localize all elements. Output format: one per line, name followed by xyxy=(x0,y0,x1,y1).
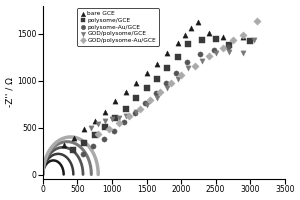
bare GCE xyxy=(182,33,187,36)
polysome-Au/GCE xyxy=(81,152,85,155)
GOD/polysome-Au/GCE xyxy=(116,121,121,124)
bare GCE xyxy=(196,20,201,23)
GOD/polysome-Au/GCE xyxy=(148,99,152,102)
GOD/polysome/GCE xyxy=(103,119,107,123)
GOD/polysome-Au/GCE xyxy=(137,107,142,110)
polysome-Au/GCE xyxy=(212,48,217,51)
polysome/GCE xyxy=(175,56,180,59)
polysome-Au/GCE xyxy=(91,145,96,148)
Y-axis label: -Z'' / Ω: -Z'' / Ω xyxy=(6,77,15,107)
bare GCE xyxy=(175,41,180,45)
Legend: bare GCE, polysome/GCE, polysome-Au/GCE, GOD/polysome/GCE, GOD/polysome-Au/GCE: bare GCE, polysome/GCE, polysome-Au/GCE,… xyxy=(77,8,159,46)
bare GCE xyxy=(220,35,225,38)
GOD/polysome/GCE xyxy=(241,52,246,55)
polysome-Au/GCE xyxy=(164,81,168,84)
bare GCE xyxy=(92,119,97,123)
polysome/GCE xyxy=(123,107,128,110)
bare GCE xyxy=(72,136,76,139)
GOD/polysome/GCE xyxy=(213,52,218,55)
GOD/polysome/GCE xyxy=(200,59,204,63)
GOD/polysome/GCE xyxy=(110,118,114,121)
polysome-Au/GCE xyxy=(184,60,189,63)
GOD/polysome-Au/GCE xyxy=(127,115,132,118)
polysome-Au/GCE xyxy=(226,45,230,48)
GOD/polysome-Au/GCE xyxy=(255,19,260,22)
GOD/polysome-Au/GCE xyxy=(220,46,225,49)
bare GCE xyxy=(103,110,107,113)
GOD/polysome/GCE xyxy=(154,96,159,99)
polysome/GCE xyxy=(154,77,159,80)
GOD/polysome/GCE xyxy=(144,103,149,107)
polysome-Au/GCE xyxy=(153,91,158,94)
GOD/polysome-Au/GCE xyxy=(158,90,163,94)
GOD/polysome/GCE xyxy=(227,50,232,53)
bare GCE xyxy=(144,72,149,75)
polysome-Au/GCE xyxy=(132,111,137,114)
GOD/polysome-Au/GCE xyxy=(168,82,173,85)
polysome-Au/GCE xyxy=(143,102,148,105)
GOD/polysome/GCE xyxy=(251,39,256,42)
GOD/polysome-Au/GCE xyxy=(206,55,211,58)
GOD/polysome/GCE xyxy=(116,117,121,120)
GOD/polysome-Au/GCE xyxy=(241,33,246,36)
polysome/GCE xyxy=(82,141,87,144)
bare GCE xyxy=(165,52,170,55)
bare GCE xyxy=(206,31,211,34)
GOD/polysome/GCE xyxy=(89,126,94,129)
polysome-Au/GCE xyxy=(112,130,116,133)
GOD/polysome-Au/GCE xyxy=(96,133,100,136)
polysome/GCE xyxy=(144,87,149,90)
bare GCE xyxy=(154,62,159,65)
polysome/GCE xyxy=(92,133,97,137)
GOD/polysome-Au/GCE xyxy=(106,127,111,130)
polysome/GCE xyxy=(248,40,253,43)
polysome/GCE xyxy=(103,125,107,128)
polysome/GCE xyxy=(227,43,232,47)
GOD/polysome/GCE xyxy=(175,77,180,80)
GOD/polysome/GCE xyxy=(96,122,100,125)
polysome/GCE xyxy=(200,39,204,42)
bare GCE xyxy=(82,128,87,131)
polysome-Au/GCE xyxy=(122,120,127,124)
bare GCE xyxy=(113,100,118,103)
GOD/polysome/GCE xyxy=(165,87,170,90)
bare GCE xyxy=(189,26,194,30)
polysome/GCE xyxy=(134,97,139,100)
polysome-Au/GCE xyxy=(101,137,106,140)
GOD/polysome/GCE xyxy=(186,67,190,70)
GOD/polysome-Au/GCE xyxy=(179,73,184,77)
polysome-Au/GCE xyxy=(198,53,203,56)
bare GCE xyxy=(123,90,128,94)
GOD/polysome/GCE xyxy=(134,110,139,113)
GOD/polysome/GCE xyxy=(123,115,128,118)
bare GCE xyxy=(61,144,66,147)
GOD/polysome-Au/GCE xyxy=(230,39,235,42)
polysome/GCE xyxy=(165,67,170,70)
polysome/GCE xyxy=(186,42,190,46)
bare GCE xyxy=(241,35,246,38)
GOD/polysome-Au/GCE xyxy=(193,64,197,67)
polysome/GCE xyxy=(71,148,76,152)
polysome/GCE xyxy=(113,117,118,120)
polysome-Au/GCE xyxy=(174,72,179,75)
polysome/GCE xyxy=(213,38,218,41)
bare GCE xyxy=(134,81,139,84)
